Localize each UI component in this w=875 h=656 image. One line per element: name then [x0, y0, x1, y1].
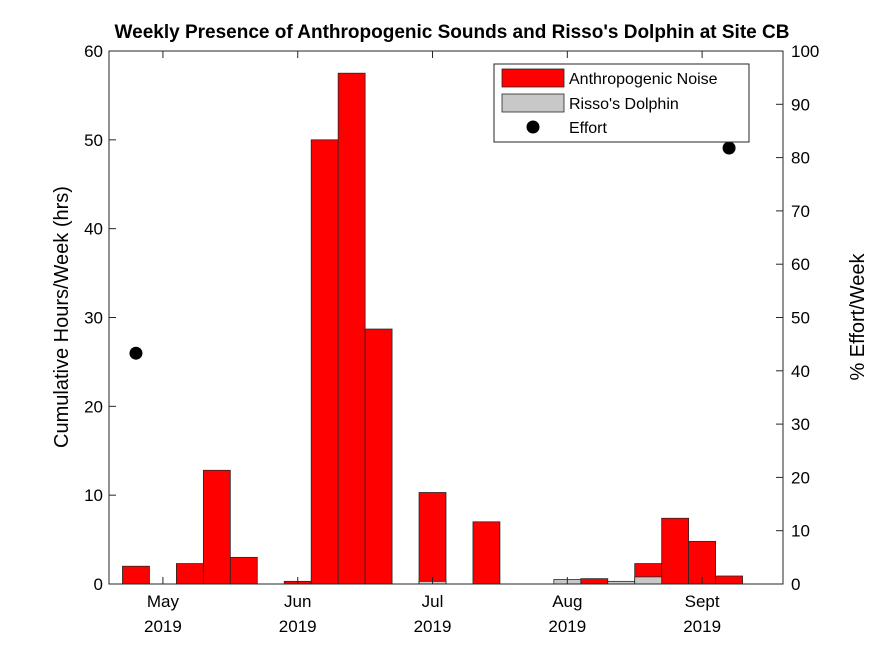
y2-axis-title: % Effort/Week: [847, 252, 869, 380]
bar-anthropogenic-noise-10: [580, 578, 609, 585]
x-tick-label-1: Jun: [284, 592, 311, 611]
right-axis: 0 10 20 30 40 50 60 70 80 90 100: [776, 42, 819, 594]
y-tick-label-4: 40: [84, 220, 103, 239]
legend-swatch-rissos-dolphin: [501, 93, 565, 113]
y2-tick-label-9: 90: [791, 95, 810, 114]
bars-group: [122, 72, 743, 585]
legend-label-anthropogenic-noise: Anthropogenic Noise: [569, 71, 718, 88]
y2-tick-label-3: 30: [791, 415, 810, 434]
y-tick-label-2: 20: [84, 397, 103, 416]
y-axis-title: Cumulative Hours/Week (hrs): [51, 186, 73, 448]
bar-anthropogenic-noise-14: [715, 575, 743, 585]
y2-tick-label-4: 40: [791, 362, 810, 381]
bar-anthropogenic-noise-1: [175, 563, 204, 585]
y2-tick-label-0: 0: [791, 575, 800, 594]
effort-points-group: [129, 141, 736, 360]
y2-tick-label-8: 80: [791, 149, 810, 168]
bar-anthropogenic-noise-0: [122, 565, 150, 585]
y2-tick-label-5: 50: [791, 309, 810, 328]
bar-anthropogenic-noise-8: [418, 492, 447, 585]
bar-anthropogenic-noise-6: [337, 72, 366, 585]
x-tick-label-4: Sept: [685, 592, 720, 611]
bar-anthropogenic-noise-13: [688, 540, 717, 585]
legend-label-rissos-dolphin: Risso's Dolphin: [569, 96, 679, 113]
x-tick-year-1: 2019: [279, 617, 317, 636]
y2-tick-label-7: 70: [791, 202, 810, 221]
x-tick-label-0: May: [147, 592, 180, 611]
bar-anthropogenic-noise-9: [472, 521, 501, 585]
y-tick-label-6: 60: [84, 42, 103, 61]
bar-anthropogenic-noise-7: [364, 328, 393, 585]
left-axis: 0 10 20 30 40 50 60: [84, 42, 116, 594]
legend-swatch-anthropogenic-noise: [501, 68, 565, 88]
legend-marker-effort: [526, 120, 540, 134]
y-tick-label-0: 0: [94, 575, 103, 594]
bar-anthropogenic-noise-2: [202, 469, 231, 585]
effort-point-0: [129, 346, 143, 360]
y-tick-label-1: 10: [84, 486, 103, 505]
bar-anthropogenic-noise-5: [310, 139, 339, 585]
chart-title: Weekly Presence of Anthropogenic Sounds …: [115, 22, 790, 43]
legend: Anthropogenic Noise Risso's Dolphin Effo…: [493, 63, 750, 143]
x-tick-year-2: 2019: [414, 617, 452, 636]
x-axis: May 2019 Jun 2019 Jul 2019 Aug 2019 Sept 2019: [144, 51, 721, 636]
legend-label-effort: Effort: [569, 120, 608, 137]
y2-tick-label-6: 60: [791, 255, 810, 274]
x-tick-label-2: Jul: [422, 592, 444, 611]
x-tick-year-0: 2019: [144, 617, 182, 636]
bar-anthropogenic-noise-3: [229, 556, 258, 585]
y2-tick-label-1: 10: [791, 522, 810, 541]
x-tick-year-3: 2019: [548, 617, 586, 636]
effort-point-1: [722, 141, 736, 155]
x-tick-label-3: Aug: [552, 592, 582, 611]
y-tick-label-5: 50: [84, 131, 103, 150]
bar-risso-s-dolphin-3: [634, 576, 663, 585]
y2-tick-label-10: 100: [791, 42, 819, 61]
x-tick-year-4: 2019: [683, 617, 721, 636]
bar-anthropogenic-noise-12: [661, 517, 690, 585]
y-tick-label-3: 30: [84, 309, 103, 328]
y2-tick-label-2: 20: [791, 468, 810, 487]
